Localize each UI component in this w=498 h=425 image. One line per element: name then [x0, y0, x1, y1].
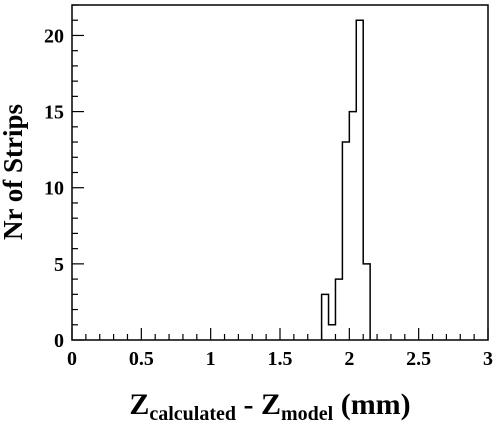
tick-labels: 0 0.5 1 1.5 2 2.5 3 0 5 10 15 20: [44, 25, 493, 370]
x-tick-label: 1: [206, 348, 216, 370]
x-tick-label: 3: [483, 348, 493, 370]
histogram-bin: [349, 112, 356, 340]
x-tick-label: 1.5: [268, 348, 293, 370]
histogram-bin: [342, 142, 349, 340]
y-axis-title: Nr of Strips: [0, 104, 28, 240]
histogram-bin: [356, 20, 363, 340]
y-tick-label: 20: [44, 25, 64, 47]
y-tick-label: 5: [54, 254, 64, 276]
histogram-bin: [322, 294, 329, 340]
x-tick-label: 0: [67, 348, 77, 370]
plot-frame: [71, 4, 489, 341]
tick-marks: [71, 4, 489, 341]
x-tick-label: 2.5: [406, 348, 431, 370]
histogram-bin: [335, 279, 342, 340]
y-tick-label: 0: [54, 330, 64, 352]
histogram-bin: [363, 264, 370, 340]
x-tick-label: 2: [344, 348, 354, 370]
histogram-outline: [320, 19, 371, 340]
y-tick-label: 10: [44, 178, 64, 200]
histogram-bin: [329, 325, 336, 340]
x-axis-title: Zcalculated - Zmodel (mm): [129, 388, 410, 425]
x-tick-label: 0.5: [129, 348, 154, 370]
y-tick-label: 15: [44, 102, 64, 124]
